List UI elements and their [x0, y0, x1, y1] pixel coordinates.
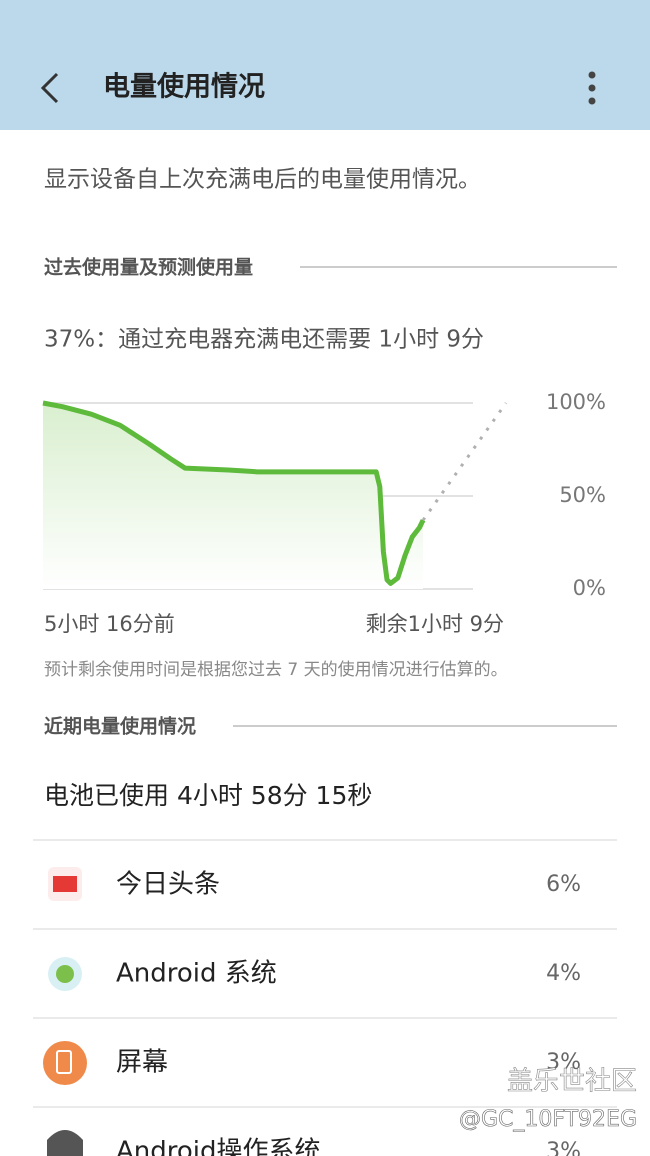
app-name: 今日头条 [116, 870, 220, 900]
app-percent: 6% [546, 872, 581, 897]
app-icon [43, 1041, 87, 1085]
section-title: 过去使用量及预测使用量 [44, 256, 253, 279]
chart-note: 预计剩余使用时间是根据您过去 7 天的使用情况进行估算的。 [44, 659, 508, 680]
y-tick-label: 50% [559, 483, 606, 507]
app-icon [47, 1130, 83, 1156]
app-name: 屏幕 [116, 1048, 168, 1078]
description: 显示设备自上次充满电后的电量使用情况。 [44, 167, 481, 193]
app-percent: 4% [546, 961, 581, 986]
app-percent: 3% [546, 1139, 581, 1156]
more-button[interactable] [588, 71, 596, 105]
app-bar [0, 0, 650, 130]
watermark: @GC_10FT92EG [459, 1107, 637, 1132]
app-percent: 3% [546, 1050, 581, 1075]
battery-line [42, 400, 426, 586]
app-name: Android 系统 [116, 959, 277, 989]
x-end-label: 剩余1小时 9分 [366, 612, 504, 636]
app-icon [56, 1050, 72, 1074]
section-title: 近期电量使用情况 [44, 715, 196, 738]
battery-chart: 0% 50% 100% [42, 390, 606, 600]
usage-summary: 电池已使用 4小时 58分 15秒 [44, 781, 372, 810]
app-name: Android操作系统 [116, 1137, 321, 1156]
page-title: 电量使用情况 [103, 72, 265, 103]
forecast-line [421, 402, 508, 522]
app-icon [53, 876, 77, 892]
watermark: 盖乐世社区 [507, 1067, 637, 1097]
back-button[interactable] [40, 72, 59, 104]
y-tick-label: 0% [573, 576, 606, 600]
app-icon [56, 965, 74, 983]
y-tick-label: 100% [546, 390, 606, 414]
charge-status: 37%：通过充电器充满电还需要 1小时 9分 [44, 327, 484, 353]
area [43, 403, 424, 589]
x-start-label: 5小时 16分前 [44, 612, 175, 636]
